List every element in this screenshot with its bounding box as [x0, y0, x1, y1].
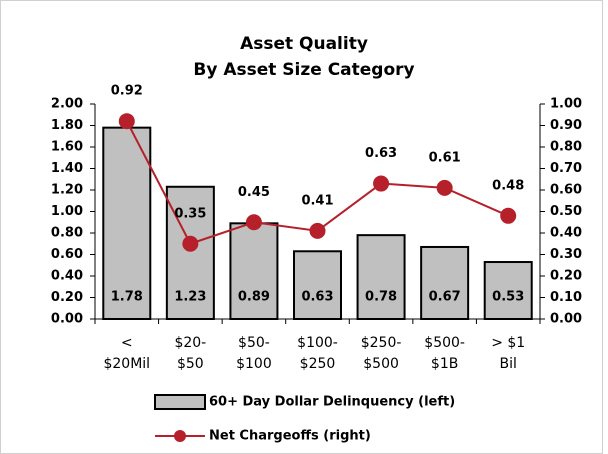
line-value-label: 0.61 — [429, 150, 461, 165]
y-tick-label: 0.80 — [51, 226, 83, 241]
bar — [483, 261, 533, 320]
x-tick-label: $500 — [363, 356, 399, 372]
line-point — [309, 222, 326, 239]
x-tick-label: $100 — [236, 356, 272, 372]
y-tick-label: 0.40 — [51, 269, 83, 284]
y-tick-label: 1.40 — [51, 161, 83, 176]
y-tick-label: 0.00 — [51, 312, 83, 327]
y2-tick-label: 0.90 — [550, 118, 582, 133]
y-tick-label: 2.00 — [51, 97, 83, 112]
legend-label: 60+ Day Dollar Delinquency (left) — [209, 395, 455, 410]
y2-tick-label: 1.00 — [550, 97, 582, 112]
y-tick-label: 1.20 — [51, 183, 83, 198]
bar-value-label: 0.89 — [238, 290, 270, 305]
x-tick-label: $500- — [424, 335, 465, 351]
x-tick-label: $250- — [361, 335, 402, 351]
bar-value-label: 1.78 — [111, 290, 143, 305]
legend-marker — [174, 430, 186, 442]
line-value-label: 0.63 — [365, 146, 397, 161]
line-value-label: 0.41 — [301, 193, 333, 208]
legend-swatch — [154, 394, 206, 410]
bar — [420, 245, 470, 321]
bar-value-label: 0.63 — [301, 290, 333, 305]
bar-value-label: 0.53 — [492, 290, 524, 305]
line-point — [373, 175, 390, 192]
line-point — [245, 214, 262, 231]
x-tick-label: Bil — [500, 356, 517, 372]
x-tick-label: $20Mil — [103, 356, 150, 372]
line-point — [182, 235, 199, 252]
x-tick-label: $50- — [238, 335, 270, 351]
chart-subtitle: By Asset Size Category — [193, 60, 414, 80]
y2-tick-label: 0.10 — [550, 290, 582, 305]
line-point — [436, 179, 453, 196]
legend-label: Net Chargeoffs (right) — [209, 429, 371, 444]
bar — [102, 126, 152, 321]
bar-value-label: 0.67 — [429, 290, 461, 305]
y-tick-label: 1.80 — [51, 118, 83, 133]
line-value-label: 0.45 — [238, 185, 270, 200]
chart-title: Asset Quality — [240, 34, 368, 54]
bar-value-label: 1.23 — [174, 290, 206, 305]
line-value-label: 0.92 — [111, 84, 143, 99]
x-tick-label: $100- — [297, 335, 338, 351]
y2-tick-label: 0.80 — [550, 140, 582, 155]
bar-value-label: 0.78 — [365, 290, 397, 305]
x-tick-label: $1B — [431, 356, 458, 372]
x-tick-label: > $1 — [491, 335, 525, 351]
line-point — [500, 207, 517, 224]
y2-tick-label: 0.60 — [550, 183, 582, 198]
x-tick-label: $20- — [174, 335, 206, 351]
y-tick-label: 1.60 — [51, 140, 83, 155]
line-value-label: 0.35 — [174, 206, 206, 221]
x-tick-label: $50 — [177, 356, 204, 372]
y2-tick-label: 0.40 — [550, 226, 582, 241]
y2-tick-label: 0.20 — [550, 269, 582, 284]
x-tick-label: < — [121, 335, 133, 351]
y2-tick-label: 0.30 — [550, 247, 582, 262]
bar — [229, 222, 279, 320]
y2-tick-label: 0.00 — [550, 312, 582, 327]
bar — [356, 234, 406, 320]
line-value-label: 0.48 — [492, 178, 524, 193]
x-tick-label: $250 — [300, 356, 336, 372]
line-point — [118, 113, 135, 130]
bar — [293, 250, 342, 320]
y-tick-label: 0.20 — [51, 290, 83, 305]
bar — [165, 185, 215, 320]
y-tick-label: 1.00 — [51, 204, 83, 219]
y2-tick-label: 0.70 — [550, 161, 582, 176]
y-tick-label: 0.60 — [51, 247, 83, 262]
y2-tick-label: 0.50 — [550, 204, 582, 219]
